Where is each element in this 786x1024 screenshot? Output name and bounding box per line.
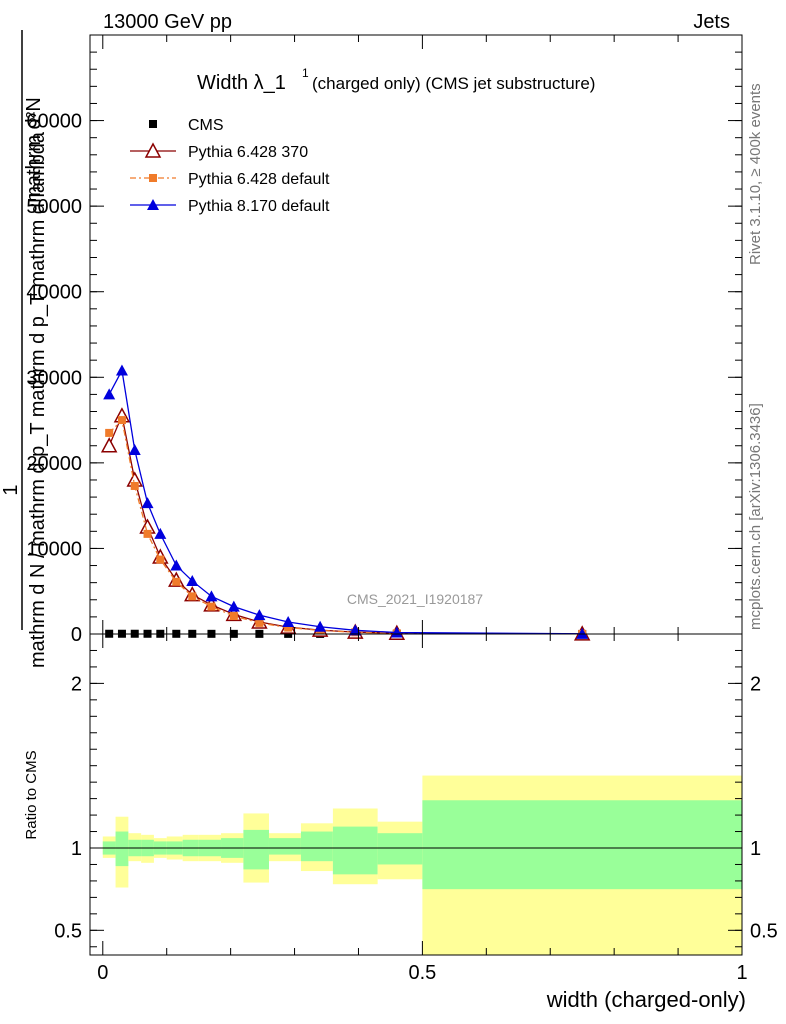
chart-title: Width λ_1 1 (charged only) (CMS jet subs… [197, 66, 595, 94]
data-point [115, 364, 128, 376]
ratio-band-inner [300, 831, 333, 862]
ratio-band-inner [422, 800, 742, 890]
y-tick-label: 10000 [26, 538, 82, 560]
x-axis-label: width (charged-only) [546, 987, 746, 1012]
ratio-y-tick-label: 0.5 [54, 920, 82, 942]
legend-label: Pythia 8.170 default [188, 198, 330, 215]
series-line [108, 368, 583, 635]
series-line [108, 413, 583, 635]
data-point [130, 481, 139, 490]
y-axis-label: 1 mathrm d²N mathrm d N / mathrm d p_T m… [0, 30, 49, 668]
header-jets: Jets [693, 11, 730, 33]
data-point [100, 437, 118, 453]
legend-label: Pythia 6.428 370 [188, 144, 308, 161]
ratio-y-tick-label-right: 1 [750, 838, 761, 860]
y-tick-label: 0 [71, 624, 82, 646]
data-point [253, 609, 266, 621]
data-point [229, 612, 238, 621]
x-tick-label: 1 [736, 962, 747, 984]
series-1 [100, 407, 591, 641]
title-main: Width λ_1 [197, 72, 286, 94]
data-point [576, 627, 589, 639]
ratio-band-inner [268, 838, 301, 855]
data-point [188, 592, 197, 601]
x-tick-label: 0.5 [408, 962, 436, 984]
ratio-y-tick-label-right: 2 [750, 673, 761, 695]
title-sup: 1 [302, 66, 309, 80]
y-tick-label: 20000 [26, 453, 82, 475]
ratio-band-inner [243, 829, 269, 870]
data-point [141, 497, 154, 509]
data-point [390, 626, 403, 638]
data-point [255, 618, 264, 627]
series-2 [105, 416, 587, 638]
legend-marker [144, 142, 162, 158]
ratio-band-inner [115, 831, 129, 867]
rivet-label: Rivet 3.1.10, ≥ 400k events [747, 83, 764, 265]
watermark: CMS_2021_I1920187 [347, 591, 483, 607]
legend-marker [147, 199, 159, 210]
data-point [103, 388, 116, 400]
ylabel-top: 1 [0, 484, 22, 495]
data-point [227, 600, 240, 612]
y-tick-label: 60000 [26, 111, 82, 133]
ratio-band-inner [332, 826, 378, 875]
data-point [154, 527, 167, 539]
ylabel-denominator: mathrm d N / mathrm d p_T mathrm d p_T m… [27, 131, 49, 668]
data-point [282, 616, 295, 628]
data-point [314, 620, 327, 632]
data-point [105, 428, 114, 437]
y-tick-label: 50000 [26, 196, 82, 218]
y-tick-label: 30000 [26, 367, 82, 389]
ratio-y-tick-label: 1 [71, 838, 82, 860]
y-tick-label: 40000 [26, 282, 82, 304]
data-point [143, 529, 152, 538]
series-3 [103, 364, 589, 639]
ratio-y-tick-label: 2 [71, 673, 82, 695]
legend: CMS Pythia 6.428 370 Pythia 6.428 default P… [130, 117, 330, 215]
ratio-band-inner [377, 833, 423, 865]
title-rest: (charged only) (CMS jet substructure) [312, 74, 595, 93]
data-point [117, 416, 126, 425]
data-point [186, 574, 199, 586]
data-point [284, 623, 293, 632]
data-point [172, 577, 181, 586]
data-point [205, 590, 218, 602]
ratio-y-label: Ratio to CMS [23, 750, 40, 839]
legend-label: Pythia 6.428 default [188, 171, 330, 188]
ratio-plot-frame [89, 633, 743, 956]
ylabel-numerator: mathrm d²N [23, 97, 45, 203]
data-point [170, 559, 183, 571]
data-point [128, 444, 141, 456]
data-point [156, 555, 165, 564]
legend-marker [149, 174, 157, 182]
legend-label: CMS [188, 117, 224, 134]
legend-marker [149, 120, 157, 128]
mcplots-label: mcplots.cern.ch [arXiv:1306.3436] [747, 403, 764, 630]
ratio-y-tick-label-right: 0.5 [750, 920, 778, 942]
header-energy: 13000 GeV pp [103, 11, 232, 33]
series-line [108, 418, 583, 635]
data-point [207, 602, 216, 611]
x-tick-label: 0 [97, 962, 108, 984]
